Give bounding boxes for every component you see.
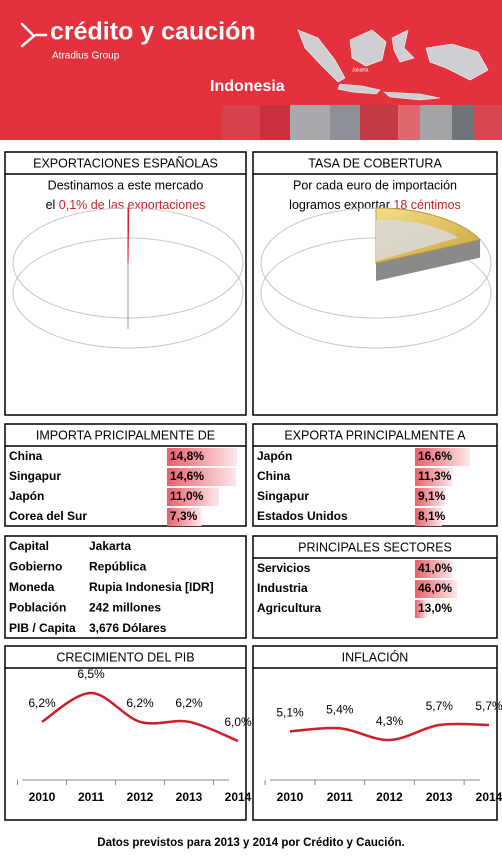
- header-strip: [222, 105, 502, 140]
- bar-label: 14,6%: [170, 469, 204, 483]
- panel-title: CRECIMIENTO DEL PIB: [56, 650, 194, 664]
- bar-label: 11,3%: [418, 469, 452, 483]
- x-tick-label: 2013: [176, 790, 203, 804]
- fact-value: 3,676 Dólares: [89, 621, 167, 635]
- x-tick-label: 2010: [29, 790, 56, 804]
- bar: [415, 600, 427, 618]
- bar-label: 8,1%: [418, 509, 446, 523]
- data-label: 6,0%: [224, 715, 252, 729]
- bar-label: 9,1%: [418, 489, 446, 503]
- bar-label: 41,0%: [418, 561, 452, 575]
- data-label: 5,4%: [326, 702, 354, 716]
- row-label: Industria: [257, 581, 308, 595]
- bar-label: 46,0%: [418, 581, 452, 595]
- row-label: Japón: [257, 449, 292, 463]
- x-tick-label: 2013: [426, 790, 453, 804]
- fact-label: PIB / Capita: [9, 621, 76, 635]
- brand-group: Atradius Group: [52, 51, 120, 62]
- slice-side: [376, 239, 481, 281]
- fact-value: República: [89, 560, 147, 574]
- caption-highlight: 18 céntimos: [393, 198, 460, 212]
- fact-value: Jakarta: [89, 539, 131, 553]
- coin-face: [376, 219, 459, 261]
- bar: [167, 508, 202, 526]
- map-label: Jakarta: [352, 67, 369, 73]
- panel-title: PRINCIPALES SECTORES: [298, 540, 452, 554]
- bar-label: 14,8%: [170, 449, 204, 463]
- panel-title: EXPORTA PRINCIPALMENTE A: [284, 428, 466, 442]
- bar: [415, 508, 442, 526]
- caption-highlight: 0,1% de las exportaciones: [59, 198, 206, 212]
- x-tick-label: 2014: [225, 790, 252, 804]
- data-label: 6,2%: [126, 696, 154, 710]
- fact-value: Rupia Indonesia [IDR]: [89, 580, 214, 594]
- logo-mark: [20, 22, 48, 48]
- pie-caption: Destinamos a este mercado: [48, 178, 204, 192]
- panel-title: IMPORTA PRICIPALMENTE DE: [36, 428, 215, 442]
- pie-slice: [127, 207, 130, 264]
- panel: [252, 423, 498, 527]
- data-label: 6,5%: [77, 667, 105, 681]
- x-tick-label: 2014: [476, 790, 502, 804]
- country: Indonesia: [210, 78, 285, 95]
- panel-title: EXPORTACIONES ESPAÑOLAS: [33, 156, 218, 170]
- pie-caption: el 0,1% de las exportaciones: [46, 198, 206, 212]
- fact-value: 242 millones: [89, 601, 161, 615]
- brand: crédito y caución: [50, 18, 256, 46]
- row-label: Agricultura: [257, 601, 321, 615]
- x-tick-label: 2012: [376, 790, 403, 804]
- bar-label: 11,0%: [170, 489, 204, 503]
- data-label: 6,2%: [28, 696, 56, 710]
- bar: [167, 448, 237, 466]
- x-tick-label: 2011: [78, 790, 104, 804]
- caption-text: el: [46, 198, 56, 212]
- bar: [415, 448, 470, 466]
- line: [41, 691, 239, 743]
- panel: [4, 645, 247, 821]
- fact-label: Población: [9, 601, 66, 615]
- map: [297, 29, 489, 101]
- pie-caption: logramos exportar 18 céntimos: [289, 198, 461, 212]
- panel: [252, 645, 498, 821]
- data-label: 5,7%: [475, 699, 502, 713]
- bar: [167, 488, 220, 506]
- fact-label: Moneda: [9, 580, 55, 594]
- bar-label: 16,6%: [418, 449, 452, 463]
- panel: [4, 151, 247, 416]
- bar: [167, 468, 237, 486]
- row-label: China: [9, 449, 43, 463]
- line: [289, 722, 490, 742]
- bar-label: 7,3%: [170, 509, 198, 523]
- row-label: China: [257, 469, 291, 483]
- row-label: Singapur: [257, 489, 309, 503]
- x-tick-label: 2012: [127, 790, 154, 804]
- panel-title: INFLACIÓN: [342, 649, 409, 664]
- bar: [415, 560, 453, 578]
- bar: [415, 468, 453, 486]
- panel: [4, 535, 247, 639]
- bar: [415, 488, 446, 506]
- data-label: 4,3%: [376, 714, 404, 728]
- row-label: Corea del Sur: [9, 509, 87, 523]
- bar: [415, 580, 457, 598]
- panel-title: TASA DE COBERTURA: [308, 156, 442, 170]
- caption-text: logramos exportar: [289, 198, 390, 212]
- data-label: 5,1%: [276, 706, 304, 720]
- footer: Datos previstos para 2013 y 2014 por Cré…: [97, 837, 404, 849]
- pie-caption: Por cada euro de importación: [293, 178, 457, 192]
- bar-label: 13,0%: [418, 601, 452, 615]
- panel: [252, 151, 498, 416]
- data-label: 5,7%: [426, 699, 454, 713]
- fact-label: Capital: [9, 539, 49, 553]
- row-label: Japón: [9, 489, 44, 503]
- data-label: 6,2%: [175, 696, 203, 710]
- x-tick-label: 2011: [327, 790, 353, 804]
- x-tick-label: 2010: [277, 790, 304, 804]
- row-label: Estados Unidos: [257, 509, 348, 523]
- fact-label: Gobierno: [9, 560, 62, 574]
- row-label: Singapur: [9, 469, 61, 483]
- row-label: Servicios: [257, 561, 311, 575]
